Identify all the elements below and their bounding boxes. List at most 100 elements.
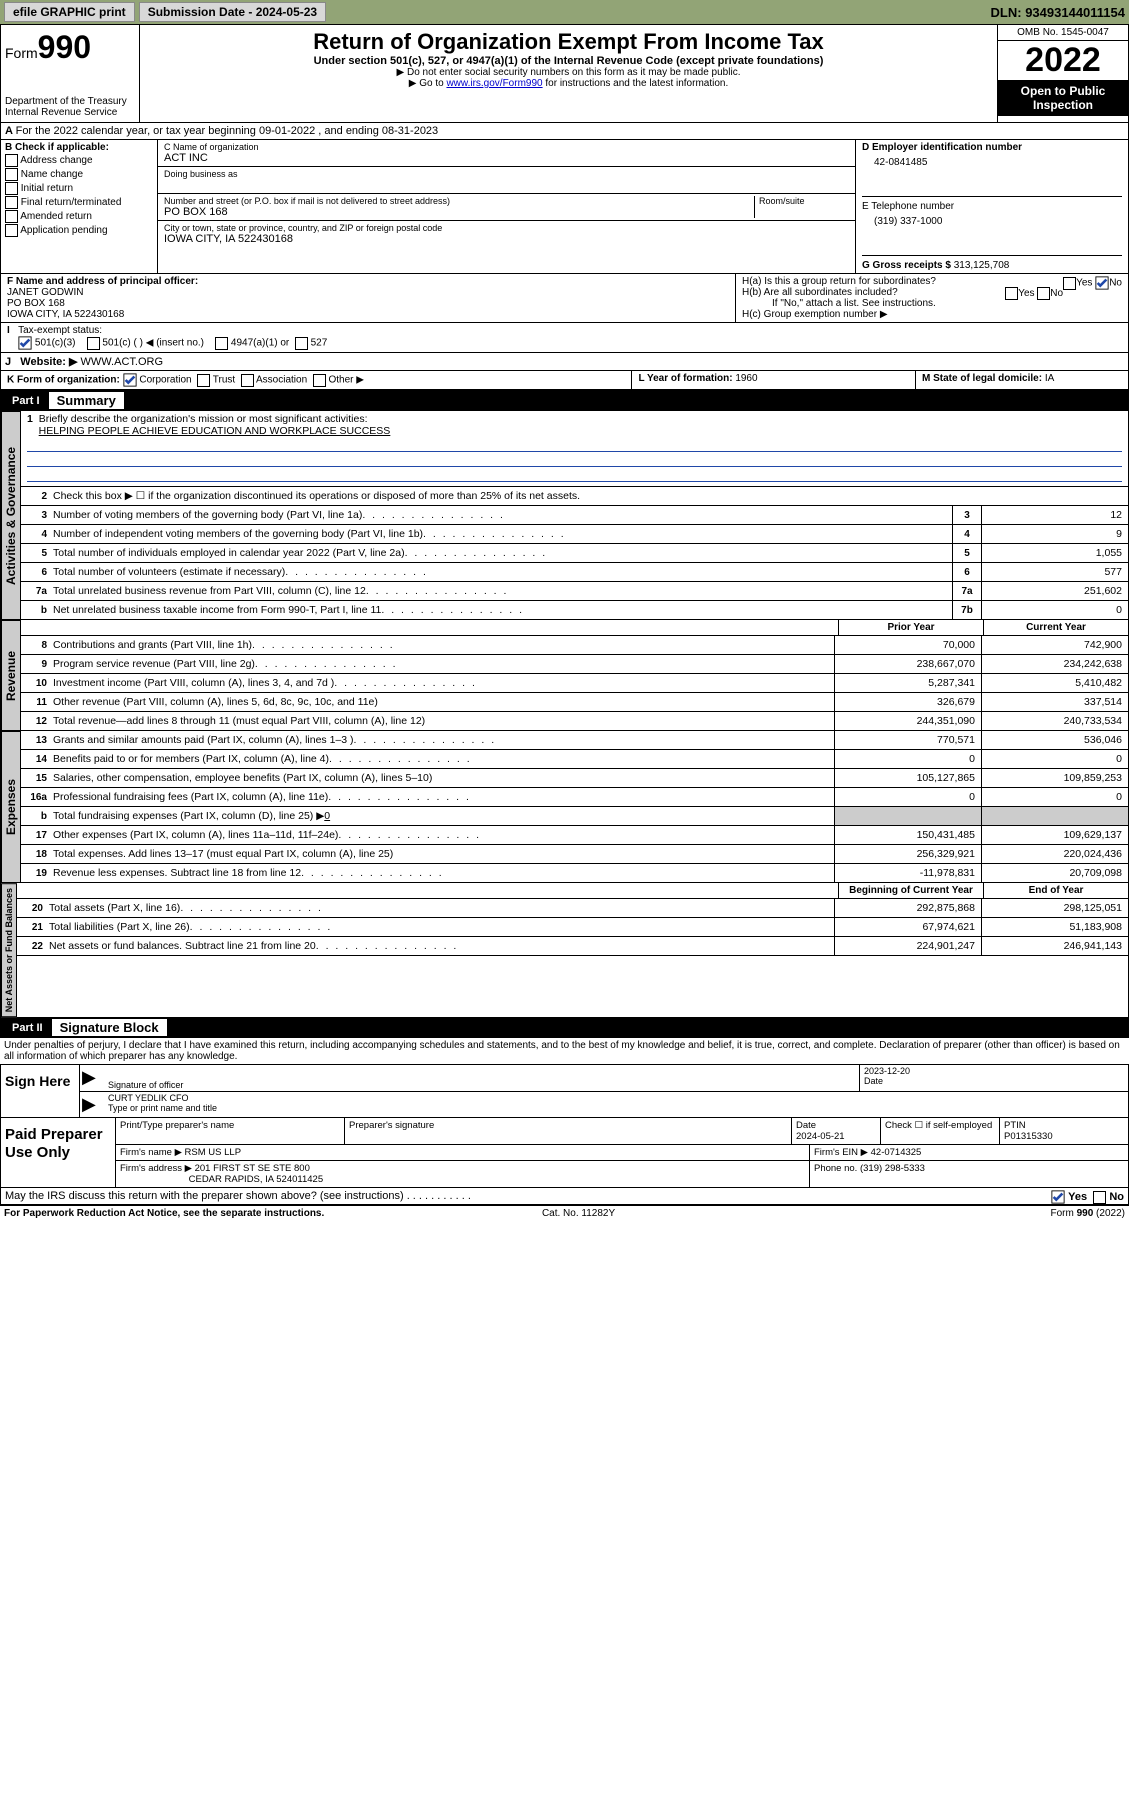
l18-cy: 220,024,436 bbox=[981, 845, 1128, 863]
k-other: Other ▶ bbox=[328, 375, 363, 386]
527: 527 bbox=[311, 338, 328, 349]
l10-cy: 5,410,482 bbox=[981, 674, 1128, 692]
check-icon bbox=[1095, 276, 1109, 290]
l14-desc: Benefits paid to or for members (Part IX… bbox=[51, 752, 834, 766]
col-d-ein: D Employer identification number 42-0841… bbox=[856, 140, 1128, 273]
firm-ein: 42-0714325 bbox=[871, 1147, 922, 1158]
row-klm: K Form of organization: Corporation Trus… bbox=[0, 371, 1129, 390]
form-ref: Form 990 (2022) bbox=[1050, 1208, 1124, 1219]
l21-cy: 51,183,908 bbox=[981, 918, 1128, 936]
paid-preparer-block: Paid Preparer Use Only Print/Type prepar… bbox=[0, 1118, 1129, 1188]
cb-final-return[interactable]: Final return/terminated bbox=[5, 196, 153, 209]
ptin-value: P01315330 bbox=[1004, 1131, 1053, 1142]
phone-value: (319) 337-1000 bbox=[874, 216, 1122, 227]
l6-desc: Total number of volunteers (estimate if … bbox=[51, 565, 952, 579]
hb-no: No bbox=[1050, 288, 1063, 299]
tab-net-assets: Net Assets or Fund Balances bbox=[1, 883, 17, 1017]
l4-val: 9 bbox=[981, 525, 1128, 543]
omb-number: OMB No. 1545-0047 bbox=[998, 25, 1128, 41]
part1-num: Part I bbox=[6, 395, 46, 407]
cb-app-pending[interactable]: Application pending bbox=[5, 224, 153, 237]
firm-addr2: CEDAR RAPIDS, IA 524011425 bbox=[189, 1174, 323, 1185]
m-label: M State of legal domicile: bbox=[922, 373, 1045, 384]
row-fh: F Name and address of principal officer:… bbox=[0, 274, 1129, 323]
cb-amended[interactable]: Amended return bbox=[5, 210, 153, 223]
firm-phone-label: Phone no. bbox=[814, 1163, 857, 1174]
l8-desc: Contributions and grants (Part VIII, lin… bbox=[51, 638, 834, 652]
gross-receipts-label: G Gross receipts $ bbox=[862, 260, 951, 271]
l9-cy: 234,242,638 bbox=[981, 655, 1128, 673]
officer-name: JANET GODWIN bbox=[7, 287, 83, 298]
l22-desc: Net assets or fund balances. Subtract li… bbox=[47, 939, 834, 953]
l3-val: 12 bbox=[981, 506, 1128, 524]
cb-initial-return[interactable]: Initial return bbox=[5, 182, 153, 195]
cb-name-change[interactable]: Name change bbox=[5, 168, 153, 181]
row-a-taxyear: A For the 2022 calendar year, or tax yea… bbox=[0, 123, 1129, 140]
ha-yes: Yes bbox=[1076, 278, 1092, 289]
firm-addr-label: Firm's address ▶ bbox=[120, 1163, 192, 1174]
discuss-no: No bbox=[1109, 1191, 1124, 1203]
officer-addr2: IOWA CITY, IA 522430168 bbox=[7, 309, 124, 320]
sig-date-label: Date bbox=[864, 1076, 1124, 1086]
l21-desc: Total liabilities (Part X, line 26) bbox=[47, 920, 834, 934]
l16b-desc: Total fundraising expenses (Part IX, col… bbox=[51, 809, 834, 823]
check-icon bbox=[123, 373, 137, 387]
l20-desc: Total assets (Part X, line 16) bbox=[47, 901, 834, 915]
l16a-desc: Professional fundraising fees (Part IX, … bbox=[51, 790, 834, 804]
l1-desc: Briefly describe the organization's miss… bbox=[39, 413, 368, 425]
prep-check-label: Check ☐ if self-employed bbox=[885, 1120, 992, 1131]
dept-treasury: Department of the Treasury Internal Reve… bbox=[5, 96, 135, 118]
ein-label: D Employer identification number bbox=[862, 142, 1022, 153]
tab-expenses: Expenses bbox=[1, 731, 21, 883]
l19-py: -11,978,831 bbox=[834, 864, 981, 882]
dln-text: DLN: 93493144011154 bbox=[991, 5, 1125, 20]
goto-pre: ▶ Go to bbox=[409, 78, 447, 89]
l21-py: 67,974,621 bbox=[834, 918, 981, 936]
l7b-val: 0 bbox=[981, 601, 1128, 619]
hc-label: H(c) Group exemption number ▶ bbox=[742, 309, 1122, 320]
l13-desc: Grants and similar amounts paid (Part IX… bbox=[51, 733, 834, 747]
col-b-checkboxes: B Check if applicable: Address change Na… bbox=[1, 140, 158, 273]
hdr-current-year: Current Year bbox=[983, 620, 1128, 635]
l7b-desc: Net unrelated business taxable income fr… bbox=[51, 603, 952, 617]
col-c-org-info: C Name of organizationACT INC Doing busi… bbox=[158, 140, 856, 273]
hdr-bcy: Beginning of Current Year bbox=[838, 883, 983, 898]
sign-here-label: Sign Here bbox=[1, 1065, 80, 1117]
ein-value: 42-0841485 bbox=[874, 157, 1122, 168]
expenses-section: Expenses 13Grants and similar amounts pa… bbox=[0, 731, 1129, 883]
501c: 501(c) ( ) ◀ (insert no.) bbox=[102, 338, 204, 349]
net-assets-section: Net Assets or Fund Balances Beginning of… bbox=[0, 883, 1129, 1017]
l14-cy: 0 bbox=[981, 750, 1128, 768]
cb-address-change[interactable]: Address change bbox=[5, 154, 153, 167]
pt-name-label: Print/Type preparer's name bbox=[120, 1120, 234, 1131]
l17-cy: 109,629,137 bbox=[981, 826, 1128, 844]
efile-print-button[interactable]: efile GRAPHIC print bbox=[4, 2, 135, 22]
f-label: F Name and address of principal officer: bbox=[7, 276, 198, 287]
l9-desc: Program service revenue (Part VIII, line… bbox=[51, 657, 834, 671]
irs-link[interactable]: www.irs.gov/Form990 bbox=[446, 78, 542, 89]
revenue-section: Revenue Prior YearCurrent Year 8Contribu… bbox=[0, 620, 1129, 731]
l17-desc: Other expenses (Part IX, column (A), lin… bbox=[51, 828, 834, 842]
l5-val: 1,055 bbox=[981, 544, 1128, 562]
discuss-row: May the IRS discuss this return with the… bbox=[0, 1188, 1129, 1205]
l12-cy: 240,733,534 bbox=[981, 712, 1128, 730]
l8-py: 70,000 bbox=[834, 636, 981, 654]
part2-header: Part II Signature Block bbox=[0, 1017, 1129, 1038]
phone-label: E Telephone number bbox=[862, 201, 954, 212]
room-label: Room/suite bbox=[759, 196, 849, 206]
pra-notice: For Paperwork Reduction Act Notice, see … bbox=[4, 1208, 324, 1219]
sig-officer-label: Signature of officer bbox=[108, 1080, 855, 1090]
part1-header: Part I Summary bbox=[0, 390, 1129, 411]
l13-cy: 536,046 bbox=[981, 731, 1128, 749]
top-bar: efile GRAPHIC print Submission Date - 20… bbox=[0, 0, 1129, 24]
l19-desc: Revenue less expenses. Subtract line 18 … bbox=[51, 866, 834, 880]
l9-py: 238,667,070 bbox=[834, 655, 981, 673]
officer-addr1: PO BOX 168 bbox=[7, 298, 65, 309]
org-name-label: C Name of organization bbox=[164, 142, 849, 152]
l6-val: 577 bbox=[981, 563, 1128, 581]
hdr-prior-year: Prior Year bbox=[838, 620, 983, 635]
tax-year: 2022 bbox=[998, 41, 1128, 80]
page-footer: For Paperwork Reduction Act Notice, see … bbox=[0, 1205, 1129, 1221]
l12-desc: Total revenue—add lines 8 through 11 (mu… bbox=[51, 714, 834, 728]
l2-desc: Check this box ▶ ☐ if the organization d… bbox=[51, 489, 1128, 503]
